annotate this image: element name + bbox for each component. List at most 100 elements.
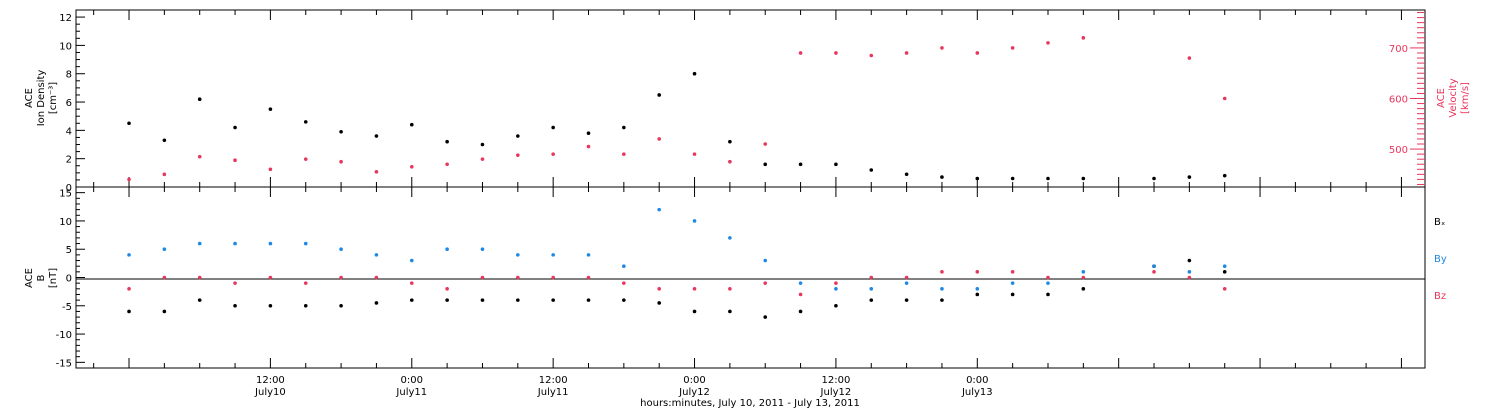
density-point: [586, 131, 591, 135]
density-point: [480, 142, 485, 147]
bx-point: [445, 298, 449, 302]
velocity-point: [516, 153, 520, 157]
top-panel-frame: [75, 9, 1426, 188]
field-tick-label: -10: [56, 330, 72, 341]
field-tick-label: -15: [56, 358, 72, 369]
bz-point: [728, 287, 732, 291]
x-tick-label-date: July11: [537, 387, 569, 398]
density-point: [622, 125, 626, 130]
density-point: [1187, 175, 1192, 179]
velocity-ylabel-2: Velocity: [1448, 78, 1459, 117]
velocity-point: [622, 152, 626, 156]
bz-point: [1152, 270, 1156, 274]
field-tick-label: 10: [59, 217, 72, 228]
velocity-point: [798, 51, 803, 55]
x-tick-label-time: 12:00: [822, 375, 851, 386]
velocity-point: [233, 158, 237, 162]
velocity-point: [1010, 46, 1015, 50]
density-point: [268, 107, 273, 111]
bottom-panel-frame: [75, 186, 1426, 369]
density-point: [409, 122, 414, 127]
by-point: [940, 287, 944, 291]
bx-point: [975, 292, 980, 297]
field-ylabel-1: ACE: [24, 268, 35, 288]
bx-point: [1081, 287, 1086, 291]
density-point: [904, 172, 909, 177]
field-ylabel-2: B: [36, 274, 47, 281]
bz-point: [975, 270, 980, 274]
bx-point: [127, 309, 131, 314]
bz-point: [339, 275, 343, 280]
velocity-point: [480, 157, 485, 161]
by-point: [551, 253, 555, 257]
by-point: [127, 253, 131, 257]
field-tick-label: 5: [66, 245, 72, 256]
x-tick-label-date: July12: [820, 387, 852, 398]
density-point: [940, 175, 944, 179]
bx-point: [798, 309, 803, 314]
bz-point: [834, 281, 838, 285]
bz-point: [1081, 275, 1086, 280]
velocity-tick-label: 600: [1389, 95, 1408, 106]
x-tick-label-date: July10: [254, 387, 286, 398]
bz-point: [586, 275, 591, 280]
field-tick-label: -5: [62, 302, 72, 313]
bz-point: [1010, 270, 1015, 274]
density-point: [975, 176, 980, 181]
legend-bx: Bₓ: [1434, 217, 1445, 228]
by-point: [763, 258, 768, 263]
x-axis-ticks: 12:00July100:00July1112:00July110:00July…: [93, 10, 1402, 398]
by-point: [692, 219, 697, 223]
bx-point: [622, 298, 626, 302]
bz-point: [197, 275, 202, 280]
x-axis-title: hours:minutes, July 10, 2011 - July 13, …: [640, 398, 860, 409]
bz-point: [1222, 287, 1227, 291]
bx-point: [339, 303, 343, 308]
velocity-point: [940, 46, 944, 50]
velocity-point: [728, 159, 732, 164]
bx-point: [516, 298, 520, 302]
density-point: [197, 97, 202, 102]
bx-point: [657, 301, 661, 305]
density-tick-label: 10: [59, 41, 72, 52]
bz-point: [622, 281, 626, 285]
bz-point: [162, 275, 167, 280]
velocity-point: [1081, 36, 1086, 40]
velocity-point: [869, 53, 874, 58]
bz-point: [763, 281, 768, 285]
bx-point: [834, 303, 838, 308]
velocity-point: [162, 172, 167, 177]
velocity-point: [268, 167, 273, 172]
bz-point: [798, 292, 803, 297]
x-tick-label-date: July13: [961, 387, 993, 398]
velocity-point: [763, 142, 768, 146]
density-tick-label: 4: [66, 126, 72, 137]
density-point: [162, 138, 167, 143]
bz-point: [480, 275, 485, 280]
bz-point: [904, 275, 909, 280]
velocity-point: [586, 144, 591, 149]
density-point: [1152, 176, 1156, 181]
density-point: [834, 162, 838, 167]
velocity-point: [975, 51, 980, 55]
velocity-ylabel-3: [km/s]: [1460, 82, 1471, 114]
velocity-axis-ticks: 500 600 700: [1389, 12, 1425, 185]
velocity-point: [197, 154, 202, 159]
by-point: [516, 253, 520, 257]
by-point: [904, 281, 909, 285]
bx-point: [268, 303, 273, 308]
bx-point: [692, 309, 697, 314]
velocity-point: [657, 137, 661, 141]
velocity-point: [834, 51, 838, 55]
velocity-point: [339, 159, 343, 164]
bx-point: [162, 309, 167, 314]
velocity-point: [692, 152, 697, 156]
bz-point: [1046, 275, 1050, 280]
density-point: [516, 134, 520, 138]
by-point: [409, 258, 414, 263]
bz-point: [516, 275, 520, 280]
x-tick-label-time: 0:00: [966, 375, 988, 386]
bz-point: [127, 287, 131, 291]
bottom-panel-ticks: -15 -10 -5 0 5 10 15: [56, 186, 85, 369]
